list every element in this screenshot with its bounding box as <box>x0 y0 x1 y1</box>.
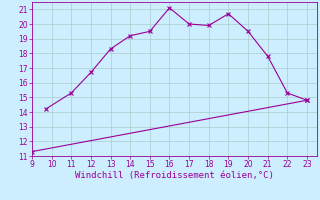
X-axis label: Windchill (Refroidissement éolien,°C): Windchill (Refroidissement éolien,°C) <box>75 171 274 180</box>
